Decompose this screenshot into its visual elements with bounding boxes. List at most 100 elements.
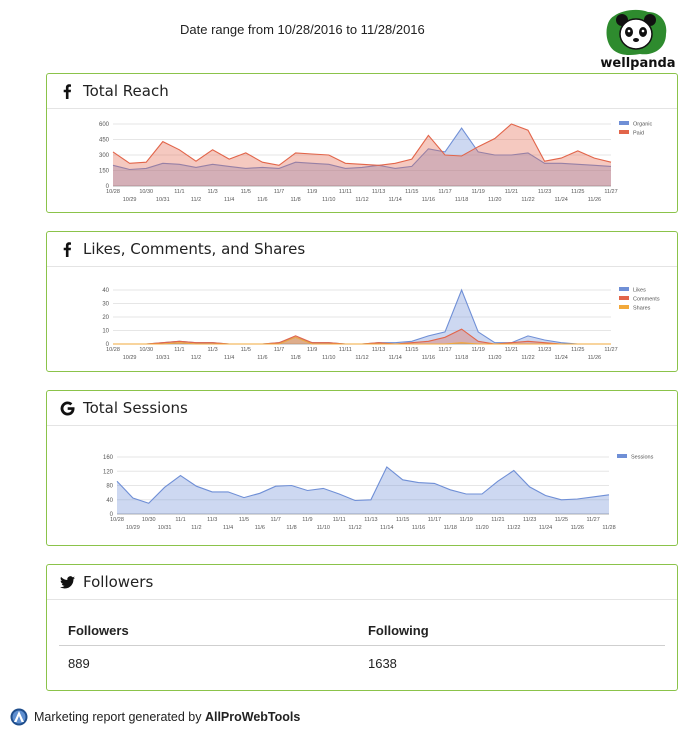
legend-label: Organic [633, 122, 653, 128]
x-tick-label: 11/26 [571, 525, 584, 531]
panda-icon [606, 9, 667, 56]
x-tick-label: 11/5 [241, 347, 251, 353]
x-tick-label: 10/29 [126, 525, 140, 531]
y-tick-label: 0 [110, 512, 114, 518]
x-tick-label: 11/27 [604, 347, 617, 353]
panel-header: Followers [47, 565, 677, 600]
x-tick-label: 11/20 [488, 197, 501, 203]
x-tick-label: 11/12 [348, 525, 361, 531]
panel-header: Likes, Comments, and Shares [47, 232, 677, 267]
x-tick-label: 11/21 [491, 517, 504, 523]
y-tick-label: 160 [103, 455, 114, 461]
x-tick-label: 11/11 [339, 347, 352, 353]
x-tick-label: 11/7 [274, 189, 284, 195]
footer: Marketing report generated by AllProWebT… [10, 708, 300, 726]
x-tick-label: 10/29 [123, 355, 137, 361]
x-tick-label: 11/14 [389, 355, 402, 361]
wellpanda-logo: wellpanda [600, 6, 676, 72]
legend-label: Paid [633, 131, 644, 137]
x-tick-label: 11/22 [521, 197, 534, 203]
x-tick-label: 10/31 [156, 355, 170, 361]
x-tick-label: 11/3 [207, 189, 217, 195]
following-count: 1638 [367, 655, 397, 671]
y-tick-label: 120 [103, 469, 114, 475]
column-header-followers: Followers [68, 622, 129, 638]
series-area-organic [113, 128, 611, 186]
y-tick-label: 20 [102, 315, 109, 321]
x-tick-label: 11/15 [396, 517, 409, 523]
x-tick-label: 11/19 [459, 517, 472, 523]
y-tick-label: 0 [106, 184, 110, 190]
x-tick-label: 11/23 [538, 347, 551, 353]
x-tick-label: 11/18 [455, 355, 468, 361]
x-tick-label: 11/12 [355, 355, 368, 361]
x-tick-label: 11/3 [207, 347, 217, 353]
y-tick-label: 40 [102, 288, 109, 294]
x-tick-label: 11/6 [255, 525, 265, 531]
series-line-shares [113, 336, 611, 345]
x-tick-label: 11/19 [472, 347, 485, 353]
y-tick-label: 40 [106, 498, 113, 504]
column-header-following: Following [367, 622, 429, 638]
x-tick-label: 11/21 [505, 189, 518, 195]
x-tick-label: 10/30 [142, 517, 156, 523]
x-tick-label: 11/13 [372, 189, 385, 195]
legend-swatch [619, 296, 629, 300]
followers-panel: Followers Followers Following 889 1638 [46, 564, 678, 691]
x-tick-label: 11/10 [322, 355, 335, 361]
x-tick-label: 11/24 [539, 525, 552, 531]
x-tick-label: 11/13 [364, 517, 377, 523]
legend-label: Shares [633, 306, 651, 312]
x-tick-label: 11/25 [571, 189, 584, 195]
x-tick-label: 11/9 [307, 347, 317, 353]
x-tick-label: 11/13 [372, 347, 385, 353]
x-tick-label: 11/14 [380, 525, 393, 531]
series-area-sessions [117, 467, 609, 514]
y-tick-label: 30 [102, 302, 109, 308]
x-tick-label: 11/16 [412, 525, 425, 531]
x-tick-label: 10/28 [106, 189, 120, 195]
x-tick-label: 11/2 [191, 525, 201, 531]
x-tick-label: 11/4 [224, 355, 234, 361]
x-tick-label: 11/23 [538, 189, 551, 195]
series-line-comments [113, 328, 611, 345]
followers-table: Followers Following 889 1638 [59, 615, 665, 680]
x-tick-label: 11/24 [555, 197, 568, 203]
series-line-organic [112, 127, 612, 171]
x-tick-label: 11/19 [472, 189, 485, 195]
x-tick-label: 11/20 [475, 525, 488, 531]
x-tick-label: 11/17 [438, 347, 451, 353]
followers-count: 889 [68, 655, 90, 671]
x-tick-label: 11/17 [438, 189, 451, 195]
legend-label: Likes [633, 288, 646, 294]
y-tick-label: 150 [99, 169, 110, 175]
x-tick-label: 11/18 [455, 197, 468, 203]
panel-title: Total Reach [83, 82, 169, 100]
footer-brand: AllProWebTools [204, 710, 301, 724]
sessions-panel: Total Sessions 0 40 80 120 160 Sessions 10/28 1… [46, 390, 678, 546]
x-tick-label: 10/28 [106, 347, 120, 353]
x-tick-label: 11/9 [307, 189, 317, 195]
total-reach-panel: Total Reach 0 150 300 450 600 Organic Paid 10/2… [46, 73, 678, 213]
x-tick-label: 11/22 [507, 525, 520, 531]
x-tick-label: 11/11 [339, 189, 352, 195]
panel-header: Total Reach [47, 74, 677, 109]
y-tick-label: 0 [106, 342, 110, 348]
x-tick-label: 11/22 [521, 355, 534, 361]
x-tick-label: 10/30 [139, 189, 153, 195]
twitter-icon [59, 574, 75, 590]
x-tick-label: 11/7 [274, 347, 284, 353]
y-tick-label: 80 [106, 484, 113, 490]
x-tick-label: 11/1 [175, 517, 185, 523]
legend-swatch [619, 305, 629, 309]
x-tick-label: 11/23 [523, 517, 536, 523]
series-area-paid [113, 124, 611, 186]
logo-text: wellpanda [600, 56, 676, 71]
x-tick-label: 11/14 [389, 197, 402, 203]
x-tick-label: 11/16 [422, 355, 435, 361]
y-tick-label: 10 [102, 329, 109, 335]
series-line-sessions [116, 466, 610, 504]
facebook-icon [59, 83, 75, 99]
